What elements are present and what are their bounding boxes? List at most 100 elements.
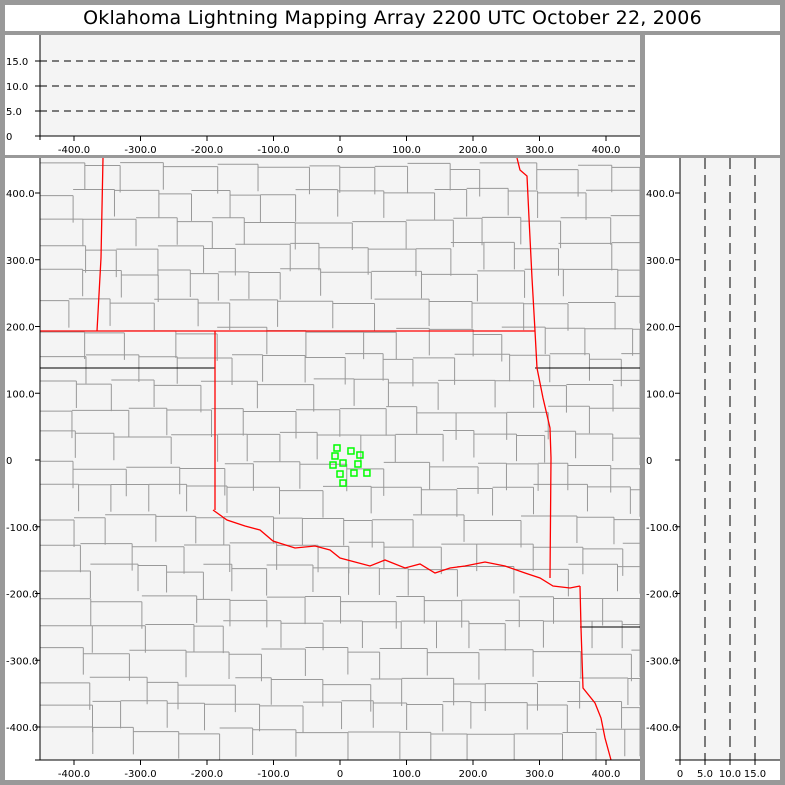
county-border	[217, 326, 268, 355]
y-tick-label: 0	[6, 132, 12, 143]
county-border	[111, 379, 155, 408]
county-border	[74, 517, 106, 545]
x-tick-label: 15.0	[744, 769, 766, 780]
county-border	[113, 436, 172, 465]
county-border	[345, 353, 384, 381]
county-border	[312, 567, 350, 595]
y-tick-label: 300.0	[6, 256, 35, 267]
county-border	[430, 733, 468, 760]
x-tick-label: 0	[337, 769, 343, 780]
county-border	[521, 515, 578, 543]
county-border	[472, 302, 525, 331]
county-border	[337, 190, 385, 218]
y-tick-label: 300.0	[646, 256, 675, 267]
county-border	[40, 570, 91, 599]
lightning-source-marker	[339, 459, 347, 467]
blank-corner-panel	[645, 35, 780, 155]
x-tick-label: -300.0	[124, 769, 156, 780]
county-border	[360, 434, 396, 463]
x-tick-label: -200.0	[191, 145, 223, 155]
county-border	[346, 468, 385, 496]
county-border	[223, 620, 282, 648]
county-border	[105, 514, 157, 542]
county-border	[120, 700, 168, 728]
county-border	[492, 486, 534, 515]
y-tick-label: 10.0	[6, 82, 28, 93]
county-border	[76, 383, 112, 412]
y-tick-label: 200.0	[6, 323, 35, 334]
county-border	[401, 620, 437, 649]
altitude-vs-y-panel: 400.0 300.0 200.0 100.0 0 -100.0 -200.0 -300.0 -…	[645, 158, 780, 780]
plan-view-map: 400.0 300.0 200.0 100.0 0 -100.0 -200.0 -300.0 -…	[6, 157, 641, 780]
county-border	[243, 410, 297, 439]
county-border	[262, 354, 306, 383]
county-border	[323, 620, 363, 648]
x-tick-label: -300.0	[124, 145, 156, 155]
county-border	[219, 727, 254, 755]
county-border	[495, 380, 535, 408]
y-tick-label: -100.0	[6, 523, 38, 534]
county-border	[230, 194, 261, 223]
county-border	[40, 331, 86, 360]
county-border	[217, 163, 259, 192]
county-border	[204, 703, 261, 732]
state-border	[212, 509, 581, 589]
county-border	[40, 483, 80, 512]
county-border	[177, 357, 233, 385]
county-border	[592, 620, 623, 649]
county-border	[114, 189, 160, 218]
county-border	[406, 704, 444, 732]
county-border	[558, 242, 613, 271]
county-border	[513, 568, 569, 597]
county-border	[40, 544, 81, 573]
county-border	[483, 241, 515, 270]
county-border	[82, 218, 137, 247]
county-border	[158, 269, 191, 297]
county-border	[195, 517, 225, 545]
x-tick-label: 100.0	[392, 769, 421, 780]
county-border	[429, 328, 474, 357]
county-border	[427, 652, 480, 680]
y-tick-label: -200.0	[646, 590, 678, 601]
county-border	[158, 193, 193, 221]
y-tick-label: 200.0	[646, 323, 675, 334]
state-border	[579, 585, 612, 761]
county-border	[464, 520, 522, 548]
county-border	[92, 726, 134, 755]
county-border	[379, 568, 409, 596]
county-border	[40, 519, 75, 547]
lightning-source-marker	[356, 451, 364, 459]
county-border	[506, 411, 549, 440]
x-tick-label: 0	[337, 145, 343, 155]
county-border	[545, 327, 586, 356]
county-border	[303, 701, 343, 730]
county-border	[305, 646, 349, 675]
county-border	[193, 625, 224, 654]
county-border	[566, 384, 614, 412]
x-tick-label: 200.0	[459, 769, 488, 780]
county-border	[413, 514, 465, 542]
county-border	[584, 328, 634, 356]
y-tick-label: 0	[646, 456, 652, 467]
county-border	[40, 430, 76, 458]
county-border	[136, 217, 178, 245]
county-border	[178, 733, 221, 760]
county-border	[166, 409, 213, 438]
county-border	[110, 483, 150, 512]
county-border	[421, 489, 458, 517]
altitude-vs-x-plot: 0 5.0 10.0 15.0 -400.0 -300.0 -200.0 -100.0 0 100…	[6, 35, 640, 156]
county-border	[415, 248, 452, 276]
plot-title: Oklahoma Lightning Mapping Array 2200 UT…	[5, 5, 780, 31]
county-border	[508, 190, 539, 218]
x-tick-label: 400.0	[592, 145, 621, 155]
y-tick-label: 100.0	[6, 389, 35, 400]
county-border	[266, 596, 306, 625]
county-border	[154, 384, 202, 413]
county-border	[296, 409, 341, 437]
county-border	[277, 300, 334, 329]
county-border	[340, 601, 397, 629]
county-border	[217, 433, 248, 462]
county-border	[501, 326, 546, 355]
county-border	[154, 298, 199, 327]
x-tick-label: 200.0	[459, 145, 488, 155]
